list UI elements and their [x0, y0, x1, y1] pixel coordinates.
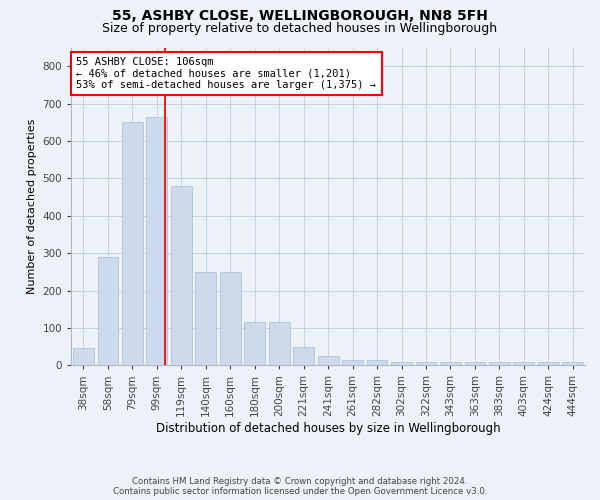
Bar: [538, 362, 559, 366]
Bar: [489, 362, 510, 366]
Bar: [293, 346, 314, 366]
Bar: [98, 257, 118, 366]
Bar: [196, 272, 216, 366]
Bar: [416, 362, 436, 366]
Bar: [562, 362, 583, 366]
Text: 55, ASHBY CLOSE, WELLINGBOROUGH, NN8 5FH: 55, ASHBY CLOSE, WELLINGBOROUGH, NN8 5FH: [112, 9, 488, 23]
Bar: [514, 362, 534, 366]
Bar: [269, 322, 290, 366]
Bar: [464, 362, 485, 366]
X-axis label: Distribution of detached houses by size in Wellingborough: Distribution of detached houses by size …: [156, 422, 500, 435]
Text: 55 ASHBY CLOSE: 106sqm
← 46% of detached houses are smaller (1,201)
53% of semi-: 55 ASHBY CLOSE: 106sqm ← 46% of detached…: [76, 57, 376, 90]
Text: Size of property relative to detached houses in Wellingborough: Size of property relative to detached ho…: [103, 22, 497, 35]
Bar: [73, 348, 94, 366]
Bar: [318, 356, 338, 366]
Bar: [244, 322, 265, 366]
Bar: [122, 122, 143, 366]
Bar: [171, 186, 192, 366]
Bar: [440, 362, 461, 366]
Bar: [367, 360, 388, 366]
Y-axis label: Number of detached properties: Number of detached properties: [27, 118, 37, 294]
Bar: [342, 360, 363, 366]
Bar: [391, 362, 412, 366]
Bar: [220, 272, 241, 366]
Bar: [146, 116, 167, 366]
Text: Contains HM Land Registry data © Crown copyright and database right 2024.
Contai: Contains HM Land Registry data © Crown c…: [113, 476, 487, 496]
